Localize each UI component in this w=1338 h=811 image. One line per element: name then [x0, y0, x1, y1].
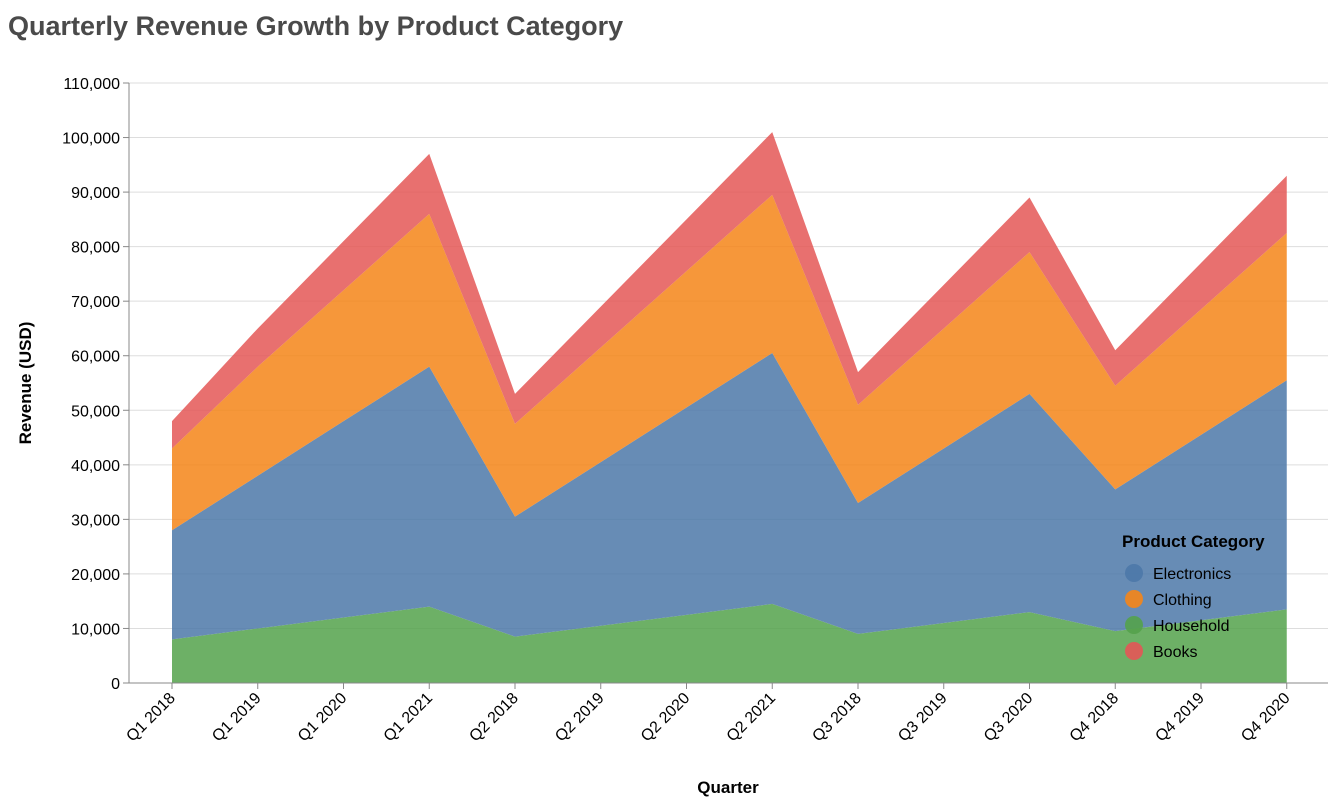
x-tick-label: Q2 2018	[466, 690, 521, 745]
x-tick-label: Q3 2019	[895, 690, 950, 745]
y-tick-label: 0	[111, 676, 120, 693]
area-books	[172, 132, 1287, 449]
area-household	[172, 603, 1287, 683]
legend-label-electronics: Electronics	[1153, 566, 1231, 583]
y-tick-label: 90,000	[71, 185, 120, 202]
area-electronics	[172, 353, 1287, 640]
x-tick-label: Q3 2020	[981, 690, 1036, 745]
y-tick-label: 70,000	[71, 294, 120, 311]
x-tick-label: Q2 2020	[638, 690, 693, 745]
y-tick-label: 80,000	[71, 240, 120, 257]
legend-swatch-clothing	[1125, 590, 1143, 608]
chart-title: Quarterly Revenue Growth by Product Cate…	[8, 11, 623, 41]
y-tick-label: 30,000	[71, 512, 120, 529]
x-tick-label: Q1 2019	[209, 690, 264, 745]
y-tick-label: 50,000	[71, 403, 120, 420]
legend-label-household: Household	[1153, 618, 1230, 635]
x-axis-title: Quarter	[697, 778, 759, 797]
y-axis-title: Revenue (USD)	[16, 322, 35, 445]
x-tick-label: Q1 2020	[295, 690, 350, 745]
x-tick-label: Q3 2018	[809, 690, 864, 745]
x-tick-label: Q1 2018	[123, 690, 178, 745]
x-tick-label: Q2 2019	[552, 690, 607, 745]
x-tick-label: Q4 2020	[1238, 690, 1293, 745]
x-tick-label: Q2 2021	[724, 690, 779, 745]
y-tick-label: 100,000	[62, 131, 120, 148]
area-clothing	[172, 194, 1287, 531]
legend-swatch-electronics	[1125, 564, 1143, 582]
legend-label-clothing: Clothing	[1153, 592, 1212, 609]
series-areas	[172, 132, 1287, 683]
x-axis: Q1 2018 Q1 2019 Q1 2020 Q1 2021 Q2 2018 Q2 20…	[123, 682, 1328, 745]
legend-label-books: Books	[1153, 644, 1197, 661]
y-tick-label: 110,000	[63, 76, 120, 93]
legend-title: Product Category	[1122, 532, 1265, 551]
y-axis: 0 10,000 20,000 30,000 40,000 50,000 60,000 70,…	[62, 76, 130, 693]
legend: Product Category Electronics Clothing Hous…	[1122, 532, 1265, 661]
x-tick-label: Q4 2018	[1067, 690, 1122, 745]
x-tick-label: Q4 2019	[1152, 690, 1207, 745]
legend-swatch-household	[1125, 616, 1143, 634]
x-tick-label: Q1 2021	[381, 690, 436, 745]
y-tick-label: 60,000	[71, 349, 120, 366]
y-tick-label: 10,000	[71, 621, 120, 638]
y-tick-label: 20,000	[71, 567, 120, 584]
legend-swatch-books	[1125, 642, 1143, 660]
y-tick-label: 40,000	[71, 458, 120, 475]
